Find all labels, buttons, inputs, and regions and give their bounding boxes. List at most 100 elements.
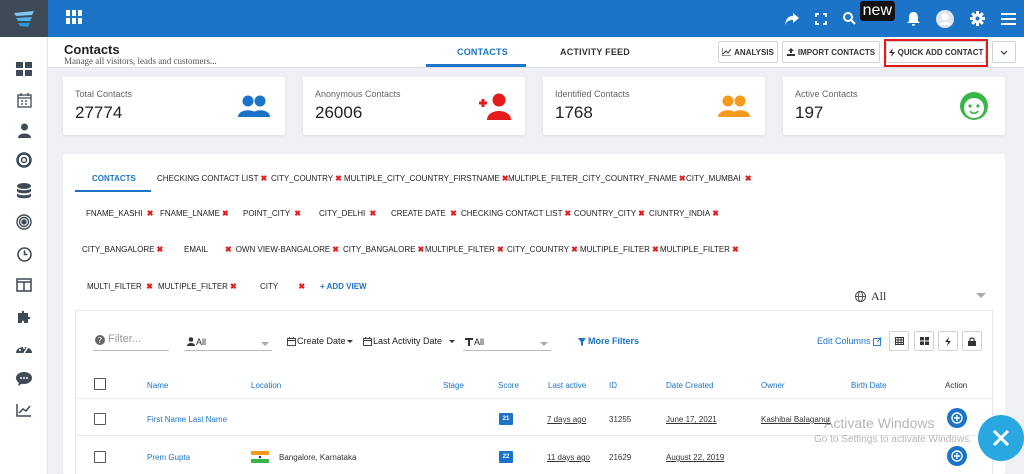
row-action-add-button[interactable] (947, 408, 967, 428)
select-all-checkbox[interactable] (94, 378, 106, 390)
column-header-stage[interactable]: Stage (443, 381, 464, 390)
table-view-button[interactable] (889, 331, 909, 351)
remove-view-icon[interactable]: ✖ (496, 245, 504, 254)
view-chip[interactable]: EMAIL (184, 245, 208, 254)
column-header-last-active[interactable]: Last active (548, 381, 587, 390)
view-chip[interactable]: MULTI_FILTER ✖ (87, 282, 153, 291)
view-chip[interactable]: ✖ OWN VIEW-BANGALORE ✖ (225, 245, 339, 254)
view-chip[interactable]: CITY_COUNTRY ✖ (271, 174, 342, 183)
row-checkbox[interactable] (94, 451, 106, 463)
search-icon[interactable] (842, 12, 856, 25)
view-chip[interactable]: CITY ✖ (260, 282, 305, 291)
lock-button[interactable] (962, 331, 982, 351)
grid-view-button[interactable] (914, 331, 934, 351)
owner-select[interactable]: All (196, 337, 207, 347)
remove-view-icon[interactable]: ✖ (229, 282, 237, 291)
view-chip-contacts[interactable]: CONTACTS (92, 174, 136, 183)
remove-view-icon[interactable]: ✖ (332, 245, 339, 254)
sidebar-database-icon[interactable] (13, 180, 35, 202)
analysis-button[interactable]: ANALYSIS (718, 41, 778, 63)
row-action-add-button[interactable] (947, 446, 967, 466)
sidebar-target-icon[interactable] (13, 211, 35, 233)
tab-contacts[interactable]: CONTACTS (457, 47, 508, 57)
view-chip[interactable]: CHECKING CONTACT LIST ✖ (157, 174, 267, 183)
sidebar-dashboard-icon[interactable] (13, 58, 35, 80)
remove-view-icon[interactable]: ✖ (222, 209, 229, 218)
view-chip[interactable]: CITY_MUMBAI ✖ (686, 174, 752, 183)
column-header-owner[interactable]: Owner (761, 381, 785, 390)
sidebar-reports-chart-icon[interactable] (13, 399, 35, 421)
remove-view-icon[interactable]: ✖ (260, 174, 268, 183)
remove-view-icon[interactable]: ✖ (450, 209, 457, 218)
share-icon[interactable] (784, 12, 799, 25)
column-header-id[interactable]: ID (609, 381, 617, 390)
fullscreen-icon[interactable] (814, 12, 827, 25)
row-checkbox[interactable] (94, 413, 106, 425)
remove-view-icon[interactable]: ✖ (638, 209, 645, 218)
view-chip[interactable]: MULTIPLE_CITY_COUNTRY_FIRSTNAME ✖ (344, 174, 508, 183)
view-chip[interactable]: MULTIPLE_FILTER ✖ (425, 245, 504, 254)
quick-add-contact-button[interactable]: QUICK ADD CONTACT (886, 41, 986, 63)
sidebar-layout-icon[interactable] (13, 274, 35, 296)
remove-view-icon[interactable]: ✖ (571, 245, 578, 254)
view-chip[interactable]: CITY_BANGALORE ✖ (343, 245, 424, 254)
avatar[interactable] (936, 9, 954, 28)
more-filters-link[interactable]: More Filters (588, 336, 640, 346)
column-header-location[interactable]: Location (251, 381, 282, 390)
import-contacts-button[interactable]: IMPORT CONTACTS (782, 41, 880, 63)
view-chip[interactable]: CITY_DELHI ✖ (319, 209, 376, 218)
view-chip[interactable]: FNAME_KASHI ✖ (86, 209, 153, 218)
view-chip[interactable]: CITY_BANGALORE ✖ (82, 245, 163, 254)
sidebar-plugins-icon[interactable] (13, 305, 35, 327)
remove-view-icon[interactable]: ✖ (651, 245, 659, 254)
sidebar-support-icon[interactable] (13, 149, 35, 171)
remove-view-icon[interactable]: ✖ (501, 174, 509, 183)
remove-view-icon[interactable]: ✖ (298, 282, 306, 291)
view-chip[interactable]: CIUNTRY_INDIA ✖ (649, 209, 719, 218)
remove-view-icon[interactable]: ✖ (156, 245, 164, 254)
filter-input[interactable]: Filter... (108, 333, 142, 345)
column-header-birth-date[interactable]: Birth Date (851, 381, 887, 390)
column-header-name[interactable]: Name (147, 381, 169, 390)
view-chip[interactable]: MULTIPLE_FILTER ✖ (660, 245, 739, 254)
create-date-filter[interactable]: Create Date (297, 336, 346, 346)
column-header-score[interactable]: Score (498, 381, 519, 390)
menu-icon[interactable] (1001, 12, 1016, 25)
quick-action-button[interactable] (938, 331, 958, 351)
edit-columns-link[interactable]: Edit Columns (817, 336, 871, 346)
remove-view-icon[interactable]: ✖ (678, 174, 686, 183)
sidebar-clock-icon[interactable] (13, 243, 35, 265)
stat-card-total[interactable]: Total Contacts 27774 (63, 77, 285, 135)
close-fab-button[interactable] (978, 415, 1024, 461)
tab-activity-feed[interactable]: ACTIVITY FEED (560, 47, 630, 57)
notifications-icon[interactable]: new (859, 0, 920, 29)
add-view-link[interactable]: + ADD VIEW (320, 282, 367, 291)
sidebar-analytics-gauge-icon[interactable] (13, 337, 35, 359)
view-chip[interactable]: FNAME_LNAME ✖ (160, 209, 229, 218)
stat-card-anonymous[interactable]: Anonymous Contacts 26006 (303, 77, 525, 135)
remove-view-icon[interactable]: ✖ (225, 245, 232, 254)
stat-card-active[interactable]: Active Contacts 197 (783, 77, 1005, 135)
remove-view-icon[interactable]: ✖ (146, 209, 154, 218)
remove-view-icon[interactable]: ✖ (564, 209, 572, 218)
view-chip[interactable]: MULTIPLE_FILTER ✖ (158, 282, 237, 291)
settings-gear-icon[interactable] (970, 11, 985, 26)
last-activity-filter[interactable]: Last Activity Date (373, 336, 443, 346)
remove-view-icon[interactable]: ✖ (146, 282, 153, 291)
more-dropdown-button[interactable] (992, 41, 1016, 63)
sidebar-chat-icon[interactable] (13, 368, 35, 390)
view-chip[interactable]: POINT_CITY ✖ (243, 209, 301, 218)
app-logo[interactable] (0, 0, 48, 37)
view-chip[interactable]: MULTIPLE_FILTER_CITY_COUNTRY_FNAME ✖ (508, 174, 686, 183)
view-chip[interactable]: CITY_COUNTRY ✖ (507, 245, 578, 254)
sidebar-contacts-icon[interactable] (13, 119, 35, 141)
view-chip[interactable]: COUNTRY_CITY ✖ (574, 209, 645, 218)
remove-view-icon[interactable]: ✖ (731, 245, 739, 254)
remove-view-icon[interactable]: ✖ (335, 174, 342, 183)
view-chip[interactable]: MULTIPLE_FILTER ✖ (580, 245, 659, 254)
remove-view-icon[interactable]: ✖ (712, 209, 719, 218)
remove-view-icon[interactable]: ✖ (369, 209, 377, 218)
view-chip[interactable]: CREATE DATE ✖ (391, 209, 457, 218)
type-select[interactable]: All (474, 337, 485, 347)
remove-view-icon[interactable]: ✖ (294, 209, 301, 218)
